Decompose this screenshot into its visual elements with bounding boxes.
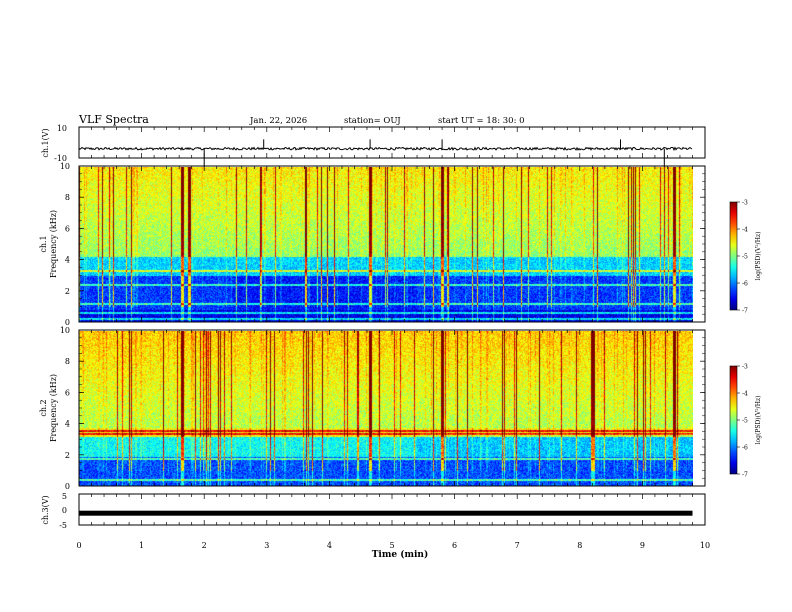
ch3-waveform-panel: 5 0 -5 ch.3(V) <box>41 492 706 530</box>
figure-title: VLF Spectra <box>78 113 149 126</box>
colorbar-tick-label: -5 <box>742 254 748 261</box>
ch1-waveform-line <box>78 139 693 168</box>
x-axis-label: Time (min) <box>372 549 429 560</box>
x-axis-tick-labels: 0 1 2 3 4 5 6 7 8 9 10 <box>76 541 710 550</box>
ch1-spectrogram-ylabel: ch.1 <box>39 235 48 252</box>
x-tick-label: 10 <box>700 541 710 550</box>
ch3-ytick-top: 5 <box>62 492 67 501</box>
x-tick-label: 5 <box>389 541 394 550</box>
y-tick-label: 8 <box>65 193 70 202</box>
x-tick-label: 3 <box>264 541 269 550</box>
x-tick-label: 8 <box>577 541 582 550</box>
y-tick-label: 2 <box>65 287 70 296</box>
x-tick-label: 6 <box>452 541 457 550</box>
x-tick-label: 0 <box>76 541 81 550</box>
x-tick-label: 4 <box>327 541 332 550</box>
x-tick-label: 1 <box>139 541 144 550</box>
ch1-waveform-panel: 10 -10 ch.1(V) <box>41 124 706 168</box>
colorbar-tick-label: -7 <box>742 308 748 315</box>
ch1-spectrogram-ylabel-freq: Frequency (kHz) <box>49 210 58 278</box>
y-tick-label: 0 <box>65 482 70 491</box>
ch3-ytick-mid: 0 <box>62 506 67 515</box>
ch1-spectrogram-panel: 0 2 4 6 8 10 ch.1 Frequency (kHz) -3 -4 -5 -6 -7 … <box>39 162 762 327</box>
ch2-spectrogram-ylabel: ch.2 <box>39 399 48 416</box>
ch1-spectrogram-heatmap <box>79 167 693 322</box>
y-tick-label: 6 <box>65 224 70 233</box>
colorbar-tick-label: -3 <box>742 364 748 371</box>
y-tick-label: 0 <box>65 318 70 327</box>
colorbar-tick-label: -6 <box>742 445 748 452</box>
date-label: Jan. 22, 2026 <box>249 116 307 126</box>
y-tick-label: 4 <box>65 256 70 265</box>
ch2-colorbar: -3 -4 -5 -6 -7 log(PSD)(V²/Hz) <box>729 364 762 479</box>
colorbar-tick-label: -4 <box>742 227 748 234</box>
ch1-colorbar: -3 -4 -5 -6 -7 log(PSD)(V²/Hz) <box>729 200 762 315</box>
ch2-spectrogram-heatmap <box>79 331 693 486</box>
x-tick-label: 7 <box>515 541 520 550</box>
ch2-colorbar-label: log(PSD)(V²/Hz) <box>755 396 762 445</box>
y-tick-label: 2 <box>65 451 70 460</box>
y-tick-label: 8 <box>65 357 70 366</box>
ch2-spectrogram-panel: 0 2 4 6 8 10 ch.2 Frequency (kHz) -3 -4 -5 -6 -7 … <box>39 326 762 491</box>
x-tick-label: 9 <box>640 541 645 550</box>
x-axis-ticks <box>78 127 706 525</box>
ch1-colorbar-label: log(PSD)(V²/Hz) <box>755 232 762 281</box>
ch1-ytick-bottom: -10 <box>54 154 67 163</box>
y-tick-label: 6 <box>65 388 70 397</box>
ch2-colorbar-gradient <box>730 366 737 474</box>
ch3-ytick-bottom: -5 <box>59 521 67 530</box>
ch1-colorbar-gradient <box>730 202 737 310</box>
ch1-waveform-ylabel: ch.1(V) <box>41 128 50 157</box>
y-tick-label: 4 <box>65 420 70 429</box>
station-label: station= OUJ <box>344 116 401 126</box>
ch3-waveform-ylabel: ch.3(V) <box>41 495 50 524</box>
colorbar-tick-label: -6 <box>742 281 748 288</box>
start-time-label: start UT = 18: 30: 0 <box>438 116 525 126</box>
y-tick-label: 10 <box>60 326 70 335</box>
ch1-ytick-top: 10 <box>57 124 67 133</box>
ch3-waveform-line <box>79 510 693 516</box>
colorbar-tick-label: -7 <box>742 472 748 479</box>
y-tick-label: 10 <box>60 162 70 171</box>
x-tick-label: 2 <box>202 541 207 550</box>
ch2-spectrogram-ylabel-freq: Frequency (kHz) <box>49 374 58 442</box>
colorbar-tick-label: -3 <box>742 200 748 207</box>
colorbar-tick-label: -5 <box>742 418 748 425</box>
colorbar-tick-label: -4 <box>742 391 748 398</box>
